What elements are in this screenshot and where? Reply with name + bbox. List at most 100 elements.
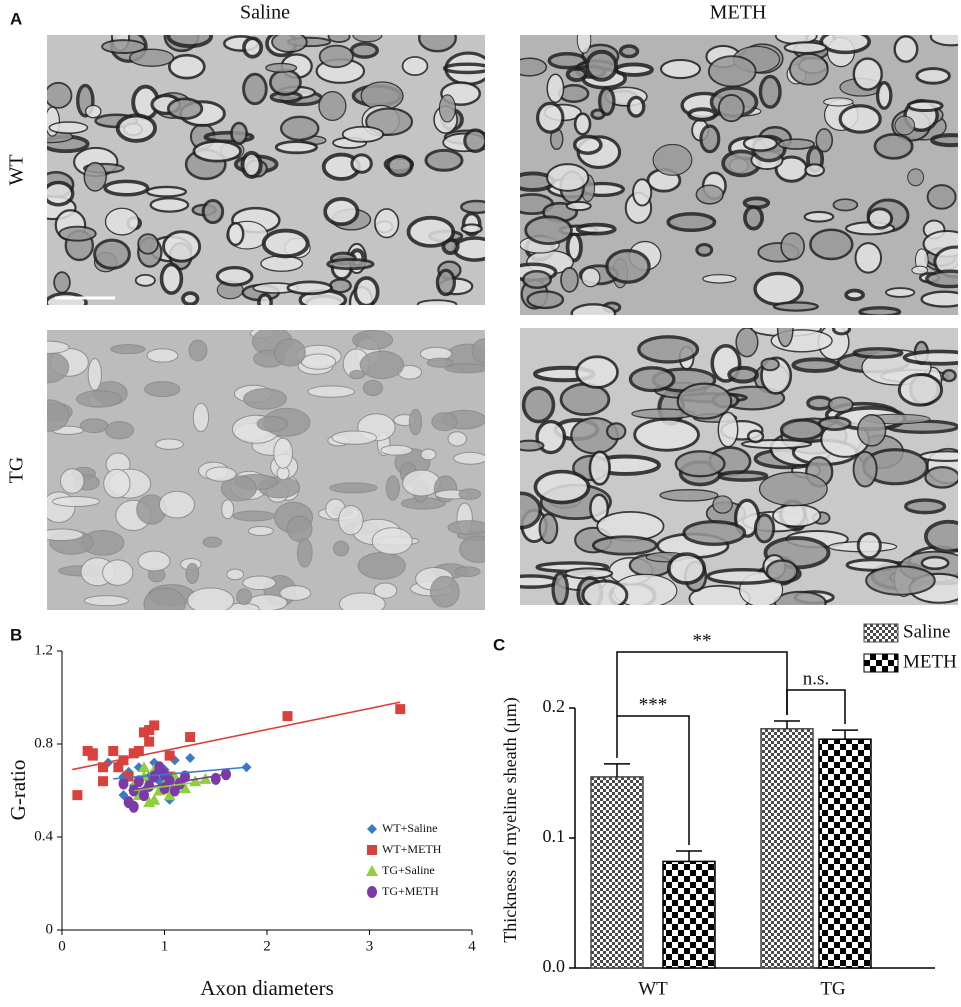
bar — [818, 738, 872, 969]
micrograph-texture — [687, 107, 718, 122]
micrograph-texture — [371, 527, 413, 555]
micrograph-texture — [327, 35, 351, 43]
micrograph-texture — [521, 270, 553, 289]
micrograph-texture — [915, 67, 951, 85]
micrograph-texture — [742, 135, 779, 152]
data-point — [144, 725, 155, 736]
significance-label: ** — [693, 630, 712, 651]
micrograph-texture — [357, 552, 406, 580]
micrograph-texture — [280, 115, 320, 142]
micrograph-texture — [776, 328, 794, 348]
micrograph-texture — [659, 58, 702, 80]
micrograph-texture — [753, 513, 776, 544]
column-label: Saline — [240, 2, 290, 24]
micrograph-texture — [538, 513, 559, 545]
error-bar — [832, 729, 858, 740]
micrograph-texture — [181, 291, 200, 305]
micrograph-texture — [520, 57, 548, 77]
legend-label: WT+METH — [382, 842, 442, 856]
micrograph-texture — [772, 503, 822, 528]
micrograph-texture — [533, 469, 591, 505]
micrograph-texture — [605, 422, 627, 441]
micrograph-texture — [789, 52, 829, 86]
micrograph-texture — [551, 571, 570, 605]
micrograph-texture — [652, 143, 693, 176]
micrograph-texture — [146, 348, 179, 363]
micrograph-texture — [155, 438, 184, 450]
micrograph-texture — [296, 537, 313, 568]
micrograph-texture — [941, 368, 957, 383]
micrograph-texture — [924, 466, 958, 489]
micrograph-texture — [727, 365, 759, 384]
error-bar — [676, 850, 702, 862]
micrograph-texture — [458, 488, 482, 500]
micrograph-texture — [338, 504, 364, 536]
data-point — [282, 711, 293, 722]
micrograph — [520, 328, 958, 605]
micrograph-texture — [137, 550, 171, 572]
micrograph-texture — [460, 223, 483, 235]
micrograph-texture — [447, 431, 467, 447]
micrograph-texture — [236, 588, 253, 606]
y-tick-label: 1.2 — [34, 642, 53, 658]
micrograph-texture — [134, 273, 156, 287]
micrograph-texture — [575, 222, 617, 236]
micrograph-texture — [581, 579, 629, 605]
micrograph-texture — [920, 290, 958, 308]
micrograph-texture — [129, 48, 175, 67]
micrograph-texture — [743, 205, 764, 231]
micrograph-texture — [526, 290, 565, 310]
data-point — [133, 745, 144, 756]
micrograph-texture — [573, 112, 592, 136]
data-point — [144, 736, 155, 747]
micrograph-texture — [261, 228, 310, 259]
micrograph-texture — [873, 133, 914, 160]
micrograph-texture — [318, 44, 354, 69]
micrograph-texture — [47, 340, 70, 354]
significance-label: n.s. — [803, 668, 829, 689]
y-tick-label: 0.1 — [543, 826, 566, 846]
micrograph-texture — [576, 35, 592, 54]
micrograph-texture — [791, 357, 840, 373]
micrograph-texture — [803, 210, 835, 223]
micrograph-texture — [632, 178, 653, 207]
column-label: METH — [710, 2, 767, 24]
micrograph-texture — [902, 349, 958, 366]
micrograph-texture — [279, 585, 312, 601]
micrograph-texture — [674, 450, 726, 478]
micrograph-texture — [83, 595, 129, 607]
micrograph-texture — [192, 402, 210, 433]
y-tick-label: 0.0 — [543, 956, 566, 976]
micrograph-texture — [192, 140, 242, 163]
data-point — [395, 704, 406, 715]
micrograph-texture — [144, 381, 181, 398]
micrograph-texture — [838, 104, 882, 134]
micrograph-texture — [362, 379, 384, 397]
micrograph-texture — [628, 366, 676, 393]
micrograph-texture — [87, 358, 102, 391]
micrograph-texture — [51, 495, 101, 507]
data-point — [185, 732, 196, 743]
micrograph-texture — [48, 121, 89, 135]
micrograph-texture — [546, 73, 565, 104]
micrograph-texture — [215, 265, 254, 287]
micrograph-texture — [779, 418, 825, 442]
micrograph-texture — [613, 62, 654, 77]
micrograph-texture — [906, 99, 944, 113]
micrograph-texture — [666, 212, 717, 233]
micrograph-texture — [431, 412, 458, 432]
data-point — [138, 761, 150, 773]
micrograph-texture — [823, 97, 854, 107]
micrograph-texture — [352, 330, 394, 351]
micrograph-texture — [463, 128, 485, 154]
data-point — [72, 790, 83, 801]
micrograph-texture — [598, 86, 616, 117]
data-point — [139, 789, 149, 802]
micrograph-texture — [380, 444, 413, 456]
significance-bracket — [616, 651, 788, 716]
micrograph-texture — [166, 97, 204, 120]
micrograph-texture — [318, 91, 347, 122]
x-tick-label: 1 — [161, 938, 169, 954]
micrograph-texture — [852, 57, 883, 91]
